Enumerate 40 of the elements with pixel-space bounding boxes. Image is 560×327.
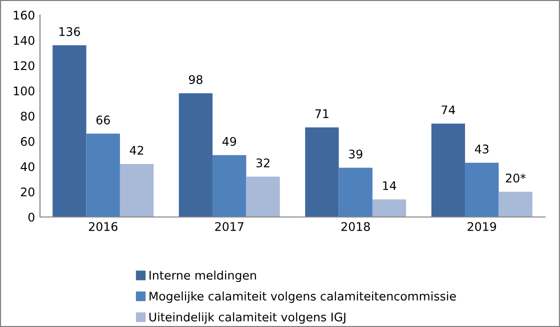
y-tick-label: 80: [20, 112, 34, 121]
bar: [86, 134, 120, 217]
y-tick-label: 20: [20, 187, 34, 196]
x-tick-label: 2018: [341, 222, 370, 231]
legend-label: Interne meldingen: [150, 270, 256, 282]
y-tick-label: 160: [14, 10, 34, 20]
y-tick-label: 0: [28, 212, 34, 222]
data-label: 74: [442, 106, 456, 114]
data-label: 14: [383, 181, 396, 190]
data-label: 32: [256, 158, 270, 168]
bar: [338, 168, 372, 217]
bar: [52, 45, 86, 217]
bar: [465, 162, 499, 217]
data-label: 42: [130, 146, 144, 155]
data-label: 98: [188, 75, 202, 84]
bar: [431, 124, 466, 217]
data-label: 66: [96, 116, 110, 124]
bar: [178, 93, 213, 217]
x-tick-label: 2016: [88, 222, 118, 231]
bar: [372, 199, 406, 217]
bar: [246, 176, 280, 217]
data-label: 43: [474, 144, 488, 154]
legend-label: Uiteindelijk calamiteit volgens IGJ: [149, 312, 346, 324]
bar: [498, 192, 532, 217]
y-tick-label: 60: [20, 136, 34, 146]
bar: [212, 155, 246, 217]
y-tick-label: 40: [20, 162, 34, 172]
y-tick-label: 140: [14, 36, 34, 45]
legend-label: Mogelijke calamiteit volgens calamiteitencommissie: [150, 291, 456, 303]
y-tick-label: 120: [14, 61, 34, 70]
data-label: 20*: [506, 174, 526, 183]
bar: [120, 164, 154, 217]
data-label: 71: [315, 109, 328, 118]
x-tick-label: 2019: [468, 222, 496, 231]
bar: [305, 127, 339, 217]
y-tick-label: 100: [14, 86, 34, 96]
data-label: 49: [222, 136, 236, 146]
x-tick-label: 2017: [215, 222, 244, 231]
data-label: 39: [349, 150, 362, 159]
data-label: 136: [59, 27, 80, 36]
